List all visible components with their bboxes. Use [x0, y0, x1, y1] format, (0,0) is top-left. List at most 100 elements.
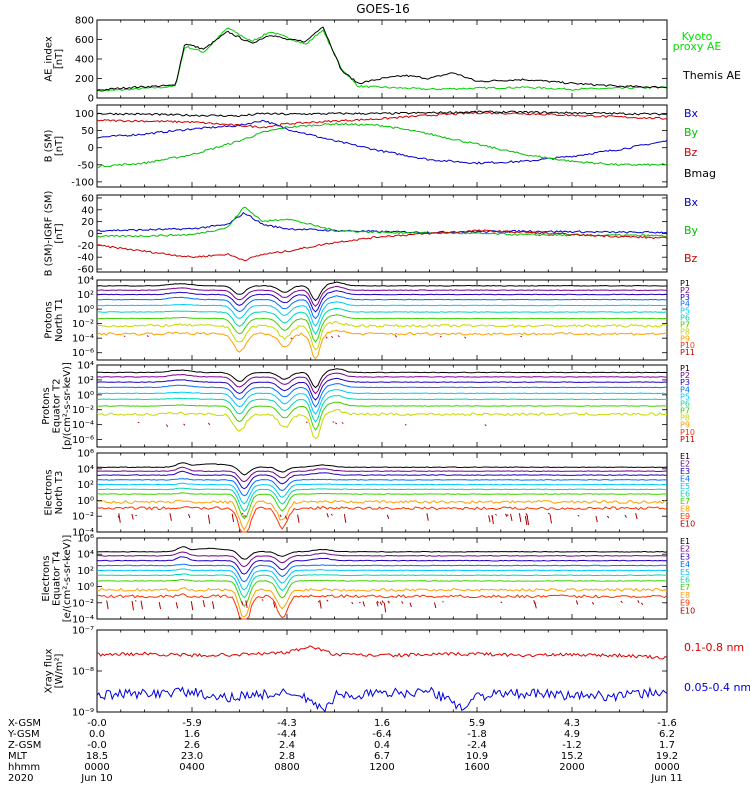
channel-e9 — [96, 593, 668, 620]
panel-bsm: -100 -50 0 50 100 B (SM) [nT] Bx By Bz Bmag — [44, 104, 716, 188]
panel-frame — [96, 537, 668, 620]
legend-label: proxy AE — [673, 40, 722, 53]
series-kyoto-proxy-ae — [96, 27, 668, 93]
x-axis-value: 6.2 — [659, 729, 675, 740]
x-axis-value: -0.0 — [87, 740, 107, 751]
panel-xray: 10⁻⁹ 10⁻⁸ 10⁻⁷ Xray flux [W/m²] 0.1-0.8 nm 0.0… — [44, 626, 750, 719]
y-tick-label: 10⁻⁴ — [72, 420, 94, 431]
legend-p3: P3 — [680, 378, 690, 387]
channel-noise — [510, 513, 513, 522]
channel-noise — [394, 335, 398, 338]
channel-p5 — [96, 301, 668, 327]
y-axis-label: [nT] — [54, 49, 65, 69]
y-axis-label: North T3 — [54, 471, 65, 515]
y-tick-label: -50 — [78, 160, 94, 171]
channel-noise — [637, 600, 640, 604]
channel-p8 — [96, 321, 668, 351]
y-tick-label: 10⁴ — [77, 464, 94, 475]
chart-title: GOES-16 — [356, 2, 410, 16]
x-row-label: hhmm — [8, 762, 40, 773]
legend-label: 0.05-0.4 nm — [684, 681, 750, 694]
channel-e5 — [97, 482, 668, 505]
x-row-label: Y-GSM — [7, 729, 40, 740]
channel-noise — [183, 423, 186, 426]
legend-e7: E7 — [680, 497, 690, 506]
y-tick-label: 600 — [75, 35, 94, 46]
channel-p4 — [96, 295, 668, 320]
x-axis-value: -2.4 — [467, 740, 487, 751]
panel-frame — [96, 629, 668, 713]
channel-e4 — [96, 478, 668, 497]
y-tick-label: 10⁻² — [72, 512, 94, 523]
y-tick-label: 10⁻⁷ — [72, 626, 94, 637]
y-axis-label: Protons — [44, 301, 55, 338]
y-axis-label: [e/(cm²-s-sr-keV)] — [62, 535, 73, 623]
channel-noise — [620, 600, 623, 604]
legend-label: Bx — [684, 107, 699, 120]
legend-e10: E10 — [680, 520, 695, 529]
x-axis-value: 0.0 — [89, 729, 105, 740]
channel-noise — [106, 600, 109, 610]
legend-p10: P10 — [680, 341, 695, 350]
channel-e8 — [96, 587, 668, 618]
legend-p10: P10 — [680, 428, 695, 437]
channel-p7 — [96, 401, 668, 431]
channel-noise — [376, 600, 379, 604]
channel-noise — [118, 513, 121, 523]
x-axis-value: 1.6 — [184, 729, 200, 740]
channel-noise — [241, 512, 244, 515]
y-axis-label: Equator T2 — [52, 379, 63, 434]
x-axis-value: -6.4 — [372, 729, 392, 740]
legend-p6: P6 — [680, 314, 690, 323]
channel-e1 — [96, 546, 668, 560]
channel-e2 — [97, 551, 668, 568]
channel-noise — [640, 602, 644, 606]
legend-e5: E5 — [680, 482, 690, 491]
channel-noise — [484, 424, 487, 427]
y-tick-label: 400 — [75, 55, 94, 66]
channel-p9 — [96, 329, 668, 360]
channel-noise — [524, 515, 528, 526]
channel-noise — [505, 513, 508, 517]
channel-noise — [409, 602, 412, 608]
legend-e10: E10 — [680, 606, 695, 615]
y-axis-label: [p/(cm²-s-sr-keV)] — [62, 362, 73, 450]
channel-noise — [261, 599, 264, 601]
legend-e6: E6 — [680, 490, 690, 499]
channel-e7 — [96, 492, 668, 520]
channel-noise — [533, 600, 536, 605]
legend-label: By — [684, 224, 699, 237]
y-axis-label: AE_index — [44, 36, 55, 82]
channel-noise — [175, 602, 179, 609]
channel-noise — [337, 335, 340, 338]
y-tick-label: 10⁻⁴ — [72, 615, 94, 626]
channel-e9 — [96, 505, 668, 533]
channel-noise — [343, 513, 347, 523]
legend-p1: P1 — [680, 364, 690, 373]
legend-e9: E9 — [680, 599, 690, 608]
x-axis-value: Jun 11 — [650, 773, 683, 784]
legend-label: 0.1-0.8 nm — [684, 641, 744, 654]
legend-p6: P6 — [680, 399, 690, 408]
y-tick-label: 100 — [75, 109, 94, 120]
channel-p5 — [96, 389, 668, 416]
y-tick-label: 10⁶ — [77, 449, 94, 460]
channel-noise — [624, 514, 627, 518]
channel-e3 — [96, 556, 668, 575]
channel-noise — [212, 601, 215, 609]
x-axis-value: 2000 — [559, 762, 584, 773]
channel-noise — [165, 424, 169, 428]
legend-e6: E6 — [680, 576, 690, 585]
channel-p3 — [96, 377, 668, 401]
y-axis-label: Protons — [41, 387, 52, 424]
series-0-05-0-4-nm — [96, 686, 668, 713]
channel-noise — [351, 601, 354, 605]
y-tick-label: 10⁻⁶ — [72, 435, 94, 446]
x-axis-value: 23.0 — [181, 751, 203, 762]
y-tick-label: 10² — [77, 375, 94, 386]
channel-noise — [332, 421, 335, 423]
panel-p_north: 10⁻⁶ 10⁻⁴ 10⁻² 10⁰ 10² 10⁴ Protons North T1 P1P2… — [44, 276, 695, 361]
channel-noise — [330, 513, 333, 516]
channel-noise — [591, 601, 595, 605]
y-axis-label: Equator T4 — [52, 551, 63, 606]
